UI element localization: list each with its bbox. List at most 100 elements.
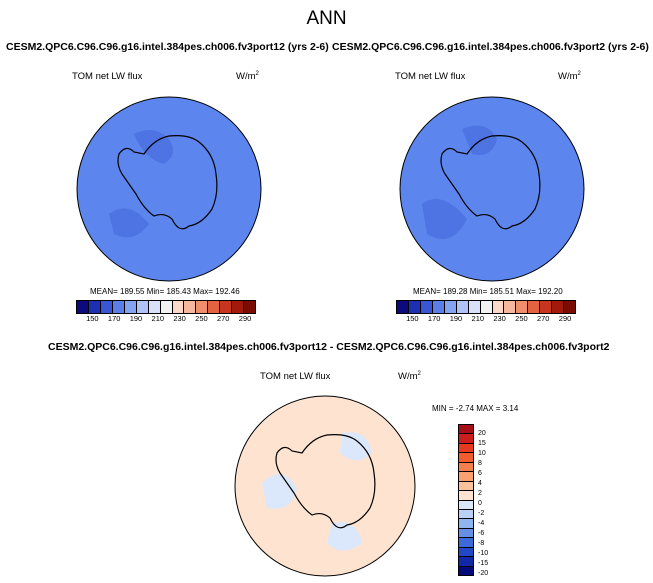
- panel-1-colorbar-tick-label: 230: [173, 314, 186, 323]
- panel-1-colorbar-color-box: [100, 301, 113, 313]
- panel-3-colorbar-color-box: [459, 443, 473, 454]
- panel-2-colorbar-tick-label: 270: [536, 314, 550, 323]
- panel-3-colorbar-tick-label: 10: [478, 450, 486, 457]
- panel-1-colorbar-color-box: [160, 301, 173, 313]
- panel-1-units: W/m2: [236, 71, 259, 83]
- panel-2-variable: TOM net LW flux: [395, 71, 466, 82]
- panel-3-colorbar-tick-label: 2: [478, 490, 482, 497]
- panel-3-stats: MIN = -2.74 MAX = 3.14: [432, 404, 519, 413]
- panel-2-colorbar-color-box: [444, 301, 457, 313]
- panel-1-colorbar-tick-label: 190: [129, 314, 143, 323]
- panel-3-colorbar: 20 15 10 8 6 4 2 0 -2 -4 -6 -8 -10 -15 -20: [458, 424, 488, 580]
- panel-1-colorbar-color-box: [77, 301, 89, 313]
- panel-2-patch: [422, 199, 467, 239]
- panel-1-colorbar-tick-label: 150: [86, 314, 99, 323]
- panel-3-disk: [234, 395, 416, 577]
- panel-2-colorbar-color-box: [397, 301, 409, 313]
- panel-3-colorbar-tick-label: 0: [478, 500, 482, 507]
- panel-2-colorbar-color-box: [468, 301, 481, 313]
- panel-3-colorbar-color-box: [459, 462, 473, 473]
- panel-3-colorbar-tick-label: 4: [478, 480, 482, 487]
- panel-3-colorbar-color-box: [459, 453, 473, 463]
- panel-3-colorbar-tick-label: -10: [478, 550, 489, 557]
- panel-3-variable: TOM net LW flux: [260, 371, 331, 382]
- panel-3-colorbar-color-box: [459, 566, 473, 575]
- panel-2-colorbar-color-box: [408, 301, 421, 313]
- panel-1-colorbar-color-box: [232, 301, 245, 313]
- panel-3-colorbar-tick-label: -2: [478, 510, 485, 517]
- panel-1-patch: [134, 130, 173, 164]
- panel-3-colorbar-color-box: [459, 425, 473, 435]
- panel-1-title: CESM2.QPC6.C96.C96.g16.intel.384pes.ch00…: [6, 41, 329, 53]
- panel-3-colorbar-color-box: [459, 538, 473, 548]
- panel-1-colorbar-tick-label: 170: [107, 314, 121, 323]
- panel-3-colorbar-tick-label: -15: [478, 560, 489, 567]
- panel-3-colorbar-color-box: [459, 434, 473, 444]
- panel-2-title: CESM2.QPC6.C96.C96.g16.intel.384pes.ch00…: [332, 41, 649, 53]
- panel-1-colorbar-color-box: [136, 301, 149, 313]
- panel-3-colorbar-color-box: [459, 472, 473, 482]
- panel-1-colorbar-color-box: [148, 301, 161, 313]
- panel-1-colorbar-color-box: [208, 301, 221, 313]
- panel-1-colorbar-tick-label: 210: [151, 314, 165, 323]
- panel-1-colorbar-color-box: [244, 301, 256, 313]
- panel-3-colorbar-tick-label: 20: [478, 430, 486, 437]
- panel-3-coastline: [275, 434, 376, 529]
- panel-3-patch: [340, 432, 372, 461]
- panel-1-colorbar-color-box: [124, 301, 137, 313]
- panel-3-colorbar-color-box: [459, 557, 473, 567]
- panel-2-colorbar-color-box: [456, 301, 469, 313]
- panel-2-units: W/m2: [558, 71, 581, 83]
- panel-1-patch: [109, 208, 149, 238]
- panel-2-colorbar-color-box: [516, 301, 529, 313]
- panel-2-colorbar-color-box: [420, 301, 433, 313]
- panel-3-colorbar-tick-label: 6: [478, 470, 482, 477]
- panel-1-colorbar-color-box: [112, 301, 125, 313]
- panel-2-colorbar-color-box: [432, 301, 445, 313]
- panel-2-stats: MEAN= 189.28 Min= 185.51 Max= 192.20: [413, 287, 563, 296]
- panel-1-coastline: [117, 135, 218, 230]
- panel-2-colorbar-tick-label: 250: [515, 314, 528, 323]
- panel-2-colorbar-tick-label: 150: [406, 314, 419, 323]
- panel-2-colorbar-color-box: [528, 301, 541, 313]
- panel-3-colorbar-color-box: [459, 528, 473, 539]
- panel-1-variable: TOM net LW flux: [72, 71, 143, 82]
- panel-3-colorbar-tick-label: 15: [478, 440, 486, 447]
- panel-1-colorbar-color-box: [184, 301, 197, 313]
- panel-1-colorbar-tick-label: 290: [238, 314, 252, 323]
- panel-3-colorbar-color-box: [459, 519, 473, 529]
- panel-1-colorbar-tick-label: 250: [195, 314, 208, 323]
- panel-1-colorbar-tick-label: 270: [216, 314, 230, 323]
- panel-3-colorbar-tick-label: 8: [478, 460, 482, 467]
- panel-3-colorbar-color-box: [459, 547, 473, 558]
- panel-3-colorbar-tick-label: -6: [478, 530, 485, 537]
- panel-1-colorbar-color-box: [172, 301, 185, 313]
- panel-3-units: W/m2: [398, 371, 421, 383]
- page-title: ANN: [306, 8, 347, 29]
- panel-3-colorbar-tick-label: -8: [478, 540, 485, 547]
- panel-3-patch: [262, 474, 297, 509]
- panel-2-patch: [462, 125, 497, 155]
- panel-2-colorbar-color-box: [552, 301, 565, 313]
- panel-2-colorbar-color-box: [504, 301, 517, 313]
- panel-2-colorbar-tick-label: 190: [449, 314, 463, 323]
- panel-2-disk: [399, 96, 585, 282]
- panel-3-title: CESM2.QPC6.C96.C96.g16.intel.384pes.ch00…: [48, 341, 610, 353]
- panel-1-colorbar-color-box: [88, 301, 101, 313]
- panel-2-coastline: [440, 135, 541, 230]
- panel-3-patch: [327, 522, 362, 551]
- panel-3-colorbar-color-box: [459, 500, 473, 510]
- panel-1-colorbar: 150 170 190 210 230 250 270 290: [76, 300, 256, 323]
- panel-2-colorbar: 150 170 190 210 230 250 270 290: [396, 300, 576, 323]
- panel-3-colorbar-tick-label: -20: [478, 570, 489, 577]
- panel-2-colorbar-tick-label: 230: [493, 314, 506, 323]
- panel-3-colorbar-color-box: [459, 509, 473, 520]
- panel-3-colorbar-tick-label: -4: [478, 520, 485, 527]
- panel-1-stats: MEAN= 189.55 Min= 185.43 Max= 192.46: [90, 287, 240, 296]
- panel-2-colorbar-color-box: [492, 301, 505, 313]
- panel-1-colorbar-color-box: [220, 301, 233, 313]
- panel-2-colorbar-tick-label: 290: [558, 314, 572, 323]
- panel-3-map: [234, 395, 416, 577]
- panel-2-colorbar-color-box: [564, 301, 576, 313]
- panel-2-colorbar-color-box: [540, 301, 553, 313]
